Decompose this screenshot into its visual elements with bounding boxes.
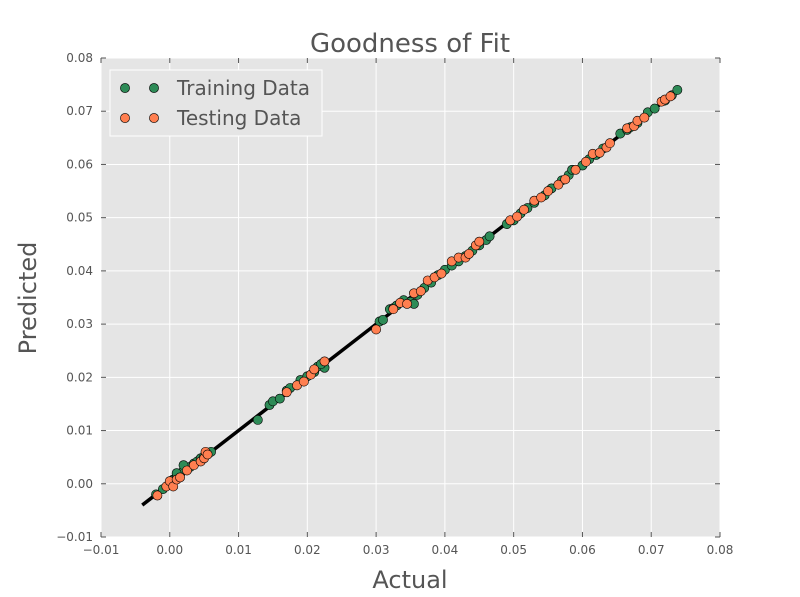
legend: Training Data Testing Data: [109, 69, 323, 137]
testing-point: [175, 472, 185, 483]
testing-point: [415, 286, 426, 297]
legend-label-testing: Testing Data: [176, 106, 301, 130]
testing-point: [560, 174, 571, 185]
testing-point: [182, 465, 192, 476]
y-tick-label: 0.01: [66, 424, 93, 438]
testing-point: [319, 356, 330, 367]
y-axis-title: Predicted: [14, 242, 42, 355]
testing-point: [309, 364, 320, 375]
y-tick-label: 0.07: [66, 104, 93, 118]
x-tick-label: 0.04: [432, 543, 459, 557]
x-tick-label: 0.08: [707, 543, 734, 557]
x-tick-label: 0.00: [156, 543, 183, 557]
chart-title: Goodness of Fit: [310, 29, 510, 59]
legend-item-testing: Testing Data: [120, 106, 301, 130]
training-point: [649, 103, 660, 114]
testing-point: [553, 179, 564, 190]
training-point: [252, 415, 263, 425]
testing-point: [665, 91, 676, 102]
testing-point: [464, 248, 474, 259]
testing-point: [594, 147, 605, 158]
testing-point: [388, 304, 399, 315]
testing-point: [512, 211, 523, 222]
y-tick-label: 0.02: [66, 370, 93, 384]
x-tick-label: 0.07: [638, 543, 665, 557]
testing-point: [371, 324, 382, 335]
testing-point: [519, 204, 529, 215]
data-points: [151, 85, 683, 501]
legend-box: [109, 69, 323, 137]
legend-marker-testing: [120, 113, 130, 123]
training-point: [378, 314, 388, 325]
plot-frame: [100, 57, 721, 538]
x-tick-label: 0.06: [569, 543, 596, 557]
testing-point: [402, 298, 412, 309]
testing-point: [436, 268, 447, 279]
testing-point: [281, 387, 292, 398]
x-axis-title: Actual: [372, 566, 447, 594]
x-tick-label: 0.03: [363, 543, 390, 557]
legend-marker-testing: [149, 113, 159, 123]
y-tick-label: 0.00: [66, 477, 93, 491]
testing-point: [570, 164, 581, 175]
y-tick-label: 0.04: [66, 264, 93, 278]
x-tick-label: −0.01: [83, 543, 120, 557]
training-point: [672, 85, 683, 95]
training-point: [484, 231, 495, 242]
testing-point: [152, 490, 163, 501]
legend-item-training: Training Data: [120, 76, 310, 100]
legend-marker-training: [120, 83, 130, 93]
y-tick-label: 0.06: [66, 157, 93, 171]
x-tick-label: 0.05: [500, 543, 527, 557]
legend-marker-training: [149, 83, 159, 93]
grid-lines: [101, 58, 720, 537]
series-testing: [152, 91, 676, 501]
x-tick-label: 0.01: [225, 543, 252, 557]
testing-point: [536, 192, 547, 203]
training-point: [274, 393, 285, 404]
testing-point: [605, 138, 615, 149]
legend-label-training: Training Data: [176, 76, 310, 100]
testing-point: [580, 156, 591, 167]
testing-point: [639, 112, 650, 123]
testing-point: [474, 236, 485, 247]
y-tick-label: 0.03: [66, 317, 93, 331]
x-tick-label: 0.02: [294, 543, 321, 557]
testing-point: [202, 449, 213, 460]
y-tick-label: −0.01: [56, 530, 93, 544]
testing-point: [298, 376, 309, 387]
axis-ticks: −0.01 0.00 0.01 0.02 0.03 0.04 0.05 0.06 0.07 0.0…: [56, 51, 733, 557]
y-tick-label: 0.08: [66, 51, 93, 65]
y-tick-label: 0.05: [66, 211, 93, 225]
testing-point: [543, 186, 553, 196]
